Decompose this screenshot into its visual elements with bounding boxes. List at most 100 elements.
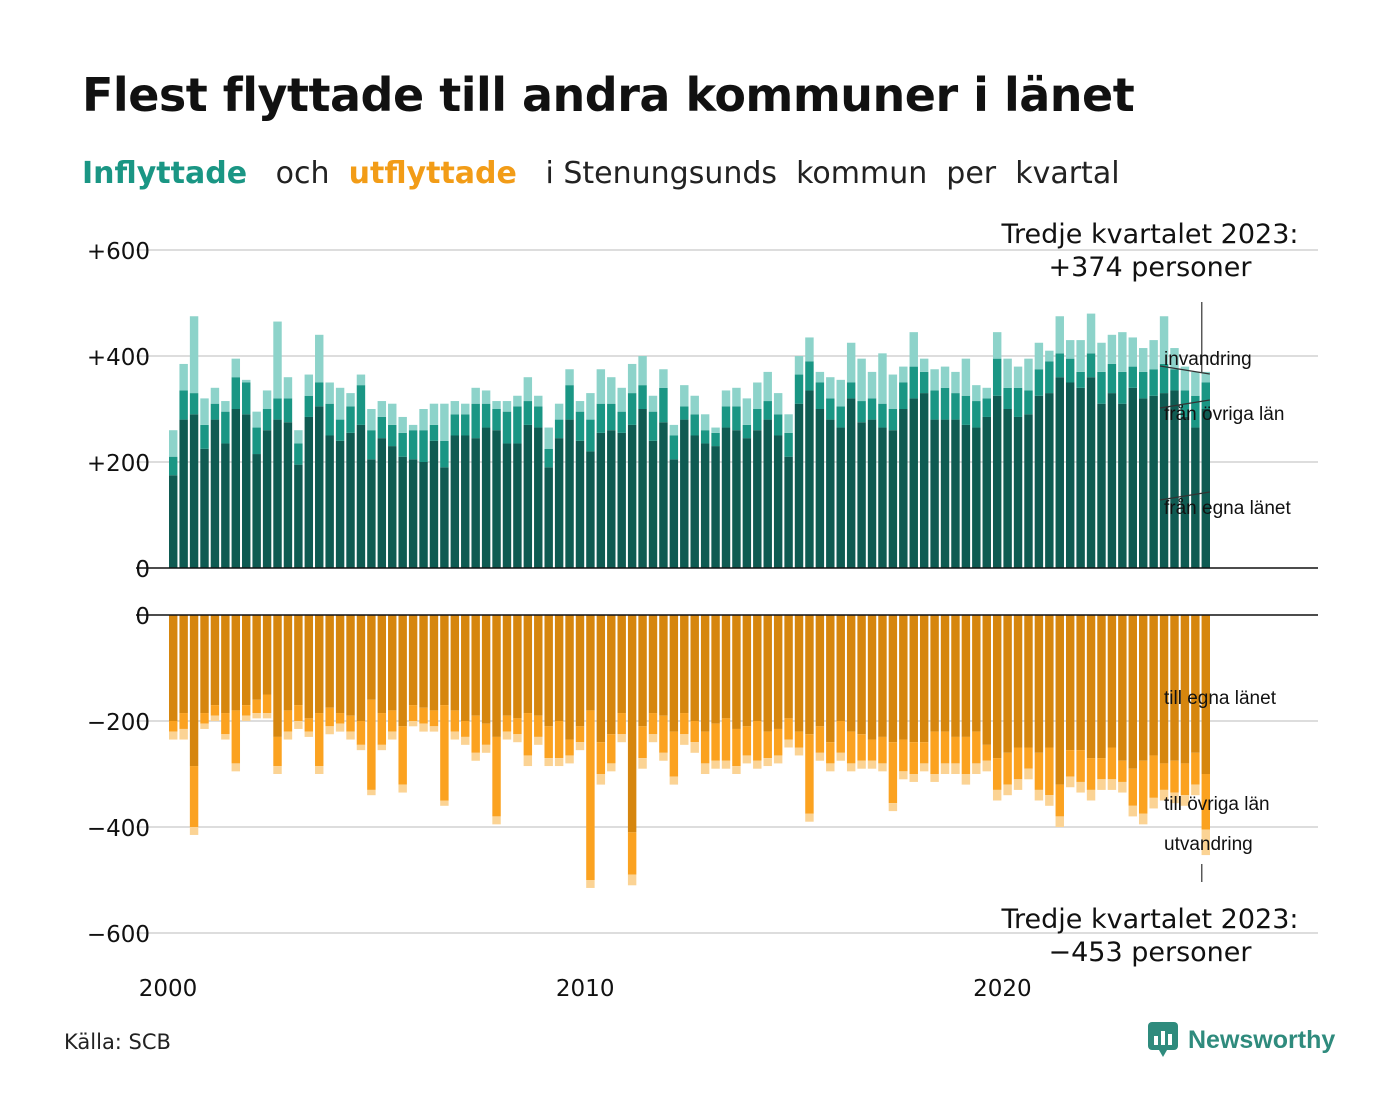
bar-out-other [711, 723, 720, 761]
bar-in-other [575, 411, 585, 441]
bar-out-emig [773, 755, 783, 764]
bar-out-other [680, 713, 689, 735]
bar-in-own [200, 448, 209, 568]
bar-out-other [461, 721, 470, 737]
bar-in-imm [961, 358, 971, 396]
bar-out-emig [377, 744, 387, 751]
bar-in-imm [283, 377, 293, 399]
bar-out-emig [700, 763, 710, 774]
bar-out-own [888, 615, 898, 743]
bar-in-imm [1128, 337, 1137, 367]
bar-in-other [1159, 363, 1169, 394]
bar-out-other [200, 713, 209, 724]
bar-in-imm [356, 374, 366, 386]
bar-out-own [231, 615, 241, 711]
bar-in-own [481, 427, 491, 568]
bar-in-imm [888, 374, 898, 409]
bar-in-own [586, 451, 595, 568]
bar-out-other [221, 713, 230, 735]
bar-out-other [492, 736, 501, 817]
bar-in-imm [1034, 342, 1044, 370]
bar-in-other [367, 430, 376, 460]
bar-in-other [711, 432, 720, 447]
brand-name: Newsworthy [1188, 1025, 1336, 1054]
bar-out-own [169, 615, 178, 721]
bar-in-imm [992, 332, 1002, 359]
bar-out-emig [721, 760, 731, 769]
y-tick-label-in: +200 [87, 451, 150, 477]
bar-out-own [982, 615, 991, 745]
bar-out-other [189, 766, 199, 827]
chart-title: Flest flyttade till andra kommuner i län… [82, 68, 1135, 122]
bar-in-own [461, 435, 470, 568]
bar-in-imm [972, 385, 981, 402]
bar-in-imm [179, 363, 188, 391]
bar-in-imm [1149, 340, 1158, 370]
bar-in-imm [440, 403, 449, 441]
bar-in-own [502, 443, 512, 568]
bar-out-emig [1003, 784, 1012, 796]
bar-out-own [721, 615, 731, 719]
bar-in-own [262, 430, 272, 568]
bar-in-imm [1191, 371, 1200, 396]
bar-out-own [429, 615, 439, 711]
bar-in-own [805, 390, 814, 568]
bar-in-imm [836, 379, 845, 407]
bar-out-own [523, 615, 533, 714]
bar-out-other [1107, 747, 1117, 780]
bar-out-own [794, 615, 804, 732]
bar-in-other [356, 385, 366, 425]
bar-in-own [210, 419, 220, 568]
bar-in-other [242, 382, 251, 415]
bar-in-own [1128, 387, 1137, 568]
bar-in-other [1076, 371, 1085, 388]
bar-in-own [753, 430, 762, 568]
bar-in-own [377, 438, 387, 568]
bar-in-other [607, 403, 616, 431]
bar-out-other [961, 736, 971, 774]
bar-in-imm [210, 387, 220, 404]
bar-out-own [586, 615, 595, 711]
bar-out-emig [513, 734, 522, 743]
bar-in-other [992, 358, 1002, 396]
bar-in-own [627, 424, 637, 568]
bar-in-other [596, 403, 606, 433]
bar-out-other [659, 715, 668, 753]
bar-out-emig [742, 755, 752, 764]
bar-out-own [1138, 615, 1148, 761]
outflow-bars [169, 615, 1210, 888]
bar-out-emig [429, 726, 439, 732]
bar-in-own [304, 416, 314, 568]
bar-out-own [1076, 615, 1085, 751]
bar-out-own [252, 615, 261, 700]
bar-in-imm [742, 398, 752, 425]
bar-out-own [450, 615, 460, 711]
bar-in-own [513, 443, 522, 568]
bar-out-other [836, 721, 845, 753]
bar-in-other [1201, 382, 1210, 409]
bar-in-imm [1024, 358, 1033, 391]
bar-out-other [899, 739, 908, 772]
bar-in-other [179, 390, 188, 420]
bar-out-own [1055, 615, 1064, 785]
bar-out-other [1097, 758, 1106, 780]
bar-in-other [1055, 353, 1064, 378]
bar-in-other [429, 424, 439, 441]
annotation-in-line2: +374 personer [1048, 252, 1252, 283]
bar-out-own [732, 615, 741, 729]
bar-in-own [1180, 416, 1190, 568]
bar-in-imm [1170, 348, 1179, 370]
bar-in-imm [669, 424, 679, 436]
bar-out-other [951, 736, 960, 764]
bar-out-other [242, 705, 251, 716]
bar-in-imm [648, 395, 658, 412]
bar-in-other [1138, 371, 1148, 399]
bar-out-emig [1180, 795, 1190, 806]
bar-in-other [586, 419, 595, 452]
bar-in-other [544, 448, 553, 468]
bar-out-emig [1024, 768, 1033, 780]
bar-out-other [283, 710, 293, 732]
bar-in-own [1138, 398, 1148, 568]
bar-out-own [1086, 615, 1096, 759]
